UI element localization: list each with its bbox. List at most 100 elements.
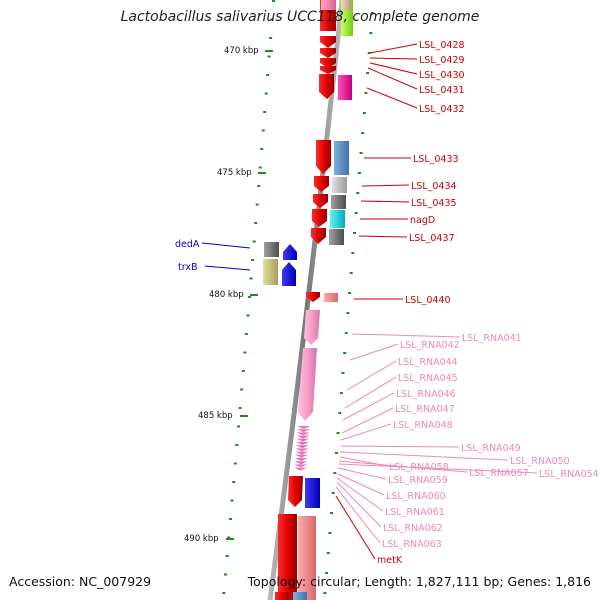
- feature-block: [332, 177, 347, 193]
- inner-tick-dots: [222, 0, 275, 594]
- feature-label[interactable]: LSL_0440: [405, 295, 451, 306]
- feature-label[interactable]: LSL_RNA060: [386, 491, 446, 502]
- rna-mark: [294, 464, 308, 468]
- tick-dot: [258, 166, 262, 169]
- tick-dot: [269, 37, 273, 39]
- leader-line: [339, 451, 509, 461]
- feature-labels: LSL_0428 LSL_0429 LSL_0430 LSL_0431 LSL_0432…: [175, 40, 599, 566]
- tick-dot: [352, 232, 356, 234]
- leader-line: [341, 407, 394, 434]
- feature-block: [278, 514, 297, 600]
- feature-label[interactable]: LSL_0435: [411, 198, 457, 209]
- tick-dot: [361, 132, 365, 134]
- feature-block: [275, 592, 289, 600]
- feature-label[interactable]: dedA: [175, 239, 200, 250]
- feature-label[interactable]: LSL_RNA046: [396, 389, 456, 400]
- tick-dot: [260, 148, 264, 150]
- rna-mark: [297, 426, 311, 429]
- tick-dot: [263, 111, 267, 113]
- tick-dot: [237, 425, 241, 428]
- ruler-label: 480 kbp: [209, 290, 244, 300]
- leader-line: [340, 445, 460, 448]
- tick-dot: [222, 592, 226, 594]
- feature-label[interactable]: LSL_0429: [419, 55, 465, 66]
- feature-label[interactable]: metK: [377, 555, 403, 566]
- feature-label[interactable]: LSL_0432: [419, 104, 465, 115]
- leader-line: [201, 242, 251, 249]
- feature-label[interactable]: LSL_0433: [413, 154, 459, 165]
- tick-dot: [367, 52, 371, 54]
- map-title: Lactobacillus salivarius UCC118, complet…: [120, 9, 480, 25]
- feature-label[interactable]: LSL_RNA062: [383, 523, 443, 534]
- rna-mark: [295, 451, 309, 455]
- feature-block: [338, 75, 352, 100]
- leader-line: [338, 463, 538, 474]
- tick-dot: [267, 55, 271, 58]
- feature-label[interactable]: LSL_RNA041: [462, 333, 522, 344]
- feature-label[interactable]: LSL_RNA063: [382, 539, 442, 550]
- tick-dot: [343, 352, 347, 354]
- feature-label[interactable]: LSL_RNA047: [395, 404, 455, 415]
- ruler-tick: [258, 172, 266, 174]
- feature-label[interactable]: LSL_RNA057: [469, 468, 529, 479]
- feature-arrow: [311, 228, 326, 244]
- feature-label[interactable]: LSL_0431: [419, 85, 465, 96]
- leader-line: [366, 87, 418, 109]
- tick-dot: [255, 203, 259, 206]
- tick-dot: [341, 372, 345, 374]
- tick-dot: [241, 370, 245, 372]
- feature-label[interactable]: LSL_RNA048: [393, 420, 453, 431]
- feature-label[interactable]: LSL_0428: [419, 40, 465, 51]
- tick-dot: [344, 332, 348, 334]
- tick-dot: [252, 240, 256, 243]
- tick-dot: [331, 492, 335, 494]
- rna-mark: [294, 467, 308, 471]
- feature-label[interactable]: LSL_0437: [409, 233, 455, 244]
- feature-label[interactable]: LSL_RNA050: [510, 456, 570, 467]
- feature-block: [298, 516, 316, 600]
- tick-dot: [357, 172, 361, 174]
- tick-dot: [248, 296, 252, 298]
- leader-line: [369, 57, 418, 60]
- feature-block: [305, 478, 320, 508]
- feature-label[interactable]: LSL_0434: [411, 181, 457, 192]
- feature-label[interactable]: LSL_RNA045: [398, 373, 458, 384]
- tick-dot: [326, 552, 330, 554]
- feature-label[interactable]: LSL_RNA059: [388, 475, 448, 486]
- feature-block: [330, 210, 345, 228]
- feature-block: [293, 592, 307, 600]
- tick-dot: [333, 472, 337, 474]
- feature-block: [331, 195, 346, 209]
- tick-dot: [356, 192, 360, 194]
- feature-arrow: [320, 58, 336, 68]
- leader-line: [344, 376, 397, 409]
- ruler-label: 475 kbp: [217, 168, 252, 178]
- tick-dot: [244, 333, 248, 335]
- feature-arrow: [282, 262, 296, 286]
- feature-block: [263, 259, 278, 285]
- leader-line: [335, 486, 381, 544]
- feature-label[interactable]: LSL_RNA042: [400, 340, 460, 351]
- rna-mark: [295, 445, 309, 449]
- rna-mark: [296, 435, 310, 439]
- outer-tick-dots: [323, 12, 375, 594]
- feature-label[interactable]: LSL_RNA054: [539, 469, 599, 480]
- ruler-tick: [226, 538, 234, 540]
- feature-label[interactable]: trxB: [178, 262, 198, 273]
- tick-dot: [240, 388, 244, 391]
- feature-arrow: [316, 140, 331, 174]
- tick-dot: [264, 92, 268, 95]
- tick-dot: [246, 314, 250, 317]
- feature-label[interactable]: LSL_0430: [419, 70, 465, 81]
- rna-mark: [295, 448, 309, 452]
- tick-dot: [349, 272, 353, 274]
- feature-block: [264, 242, 279, 257]
- leader-line: [369, 43, 418, 54]
- tick-dot: [354, 212, 358, 214]
- feature-label[interactable]: LSL_RNA049: [461, 443, 521, 454]
- tick-dot: [325, 572, 329, 574]
- leader-line: [361, 184, 410, 187]
- feature-label[interactable]: nagD: [410, 215, 435, 226]
- feature-label[interactable]: LSL_RNA061: [385, 507, 445, 518]
- feature-label[interactable]: LSL_RNA044: [398, 357, 458, 368]
